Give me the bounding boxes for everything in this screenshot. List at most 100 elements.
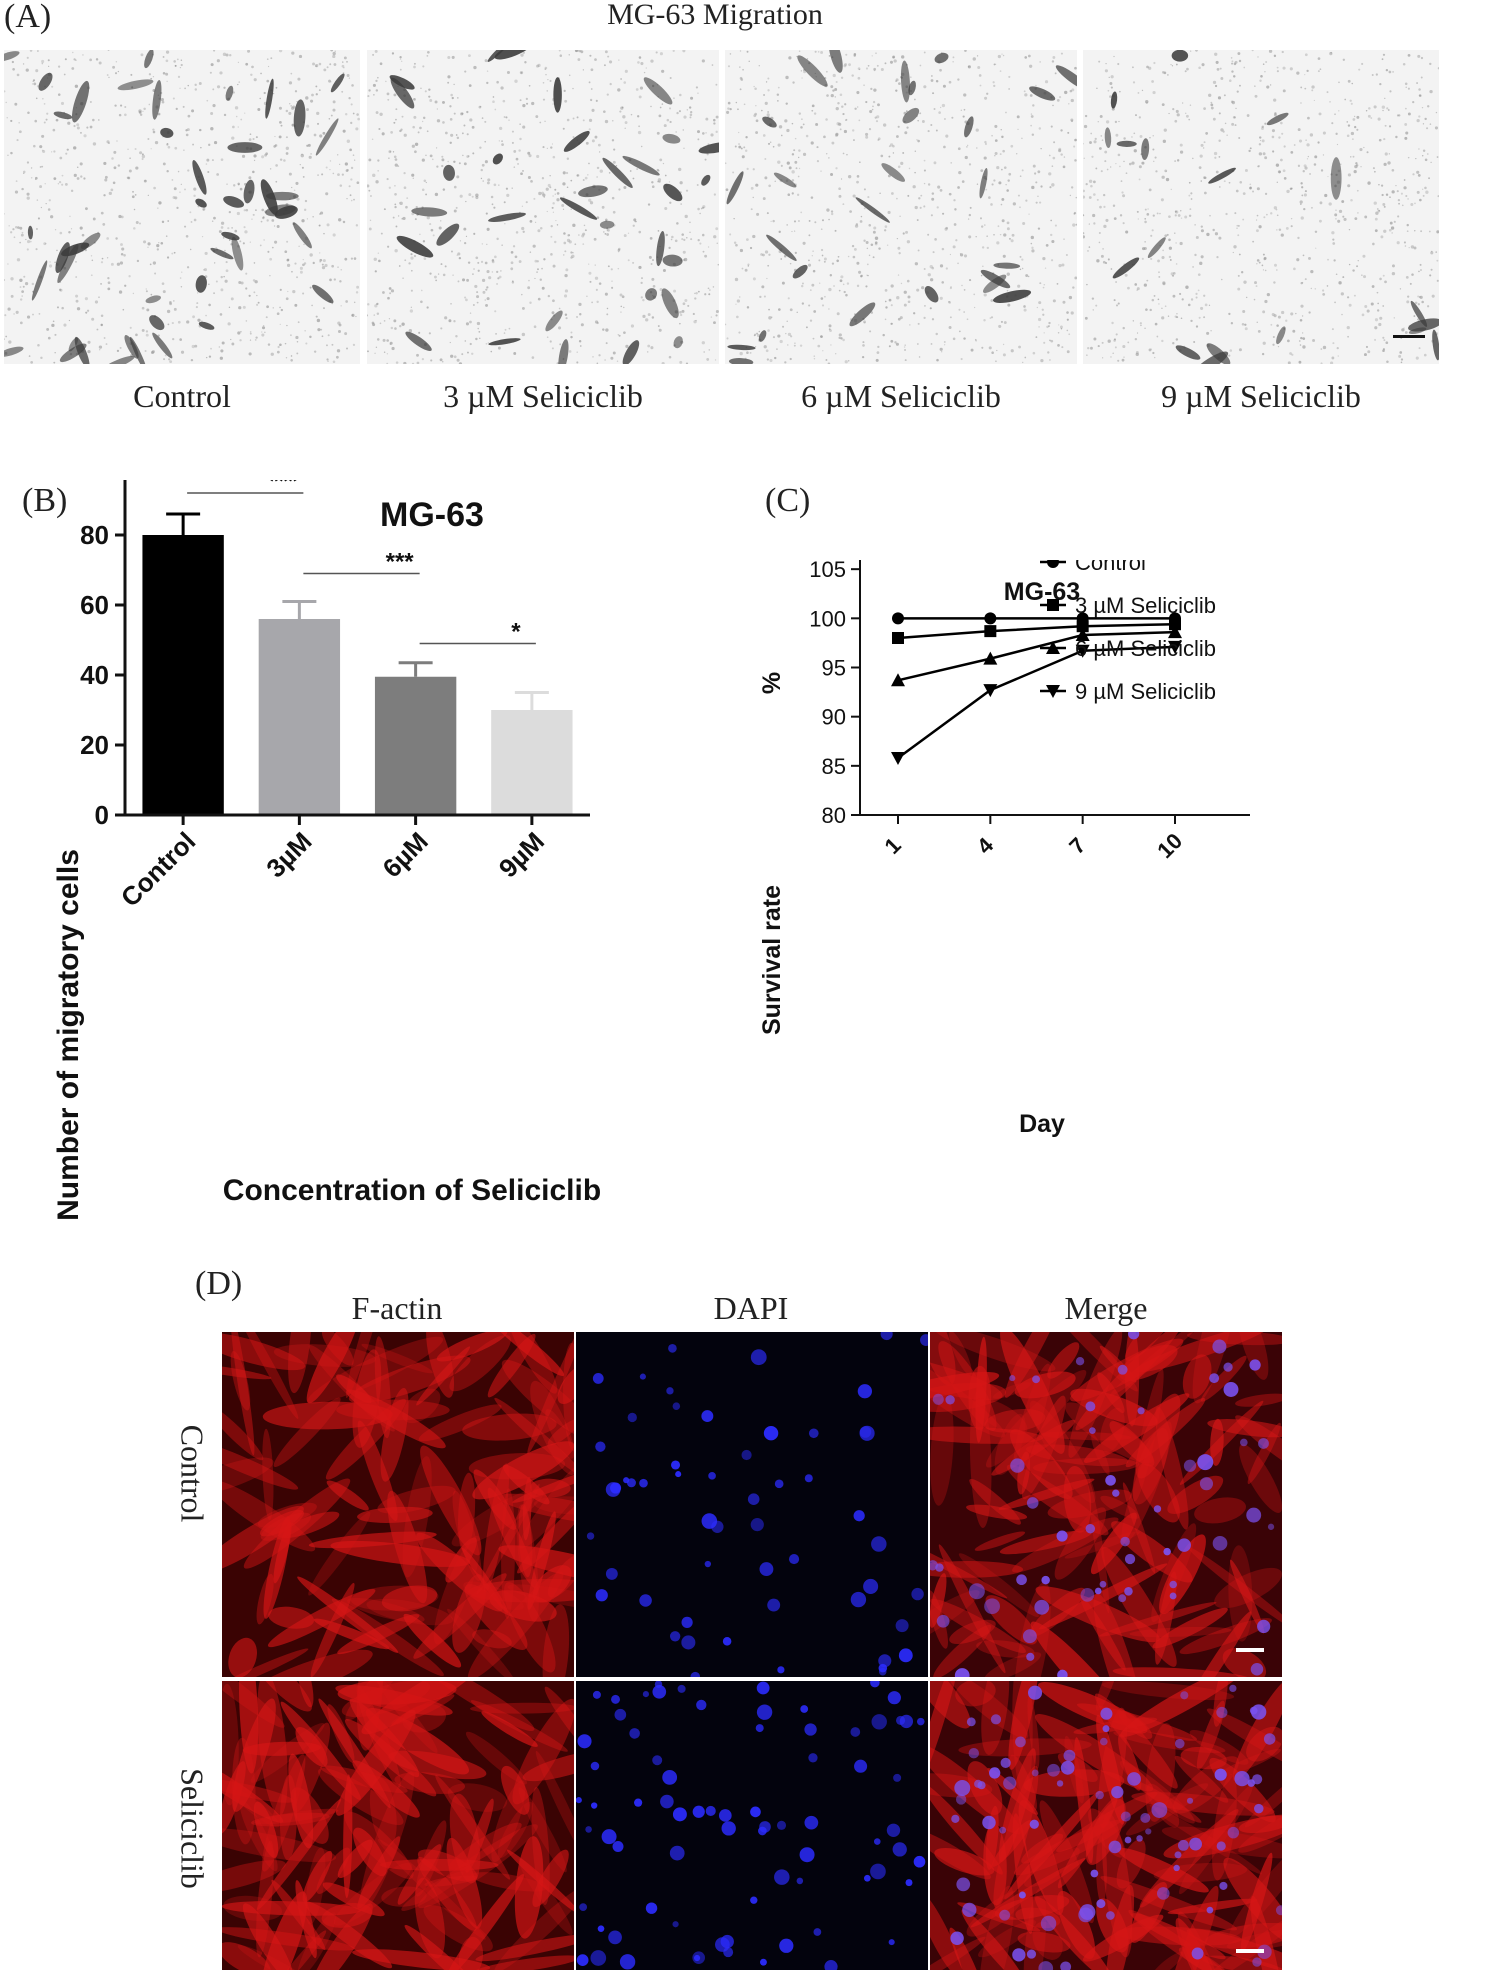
pore-dot [219,71,223,75]
pore-dot [674,239,678,243]
pore-dot [440,263,443,266]
pore-dot [311,93,314,97]
pore-dot [277,345,280,349]
actin-fiber [998,1748,1036,1863]
pore-dot [349,148,352,152]
pore-dot [131,195,135,199]
nucleus [888,1939,895,1946]
pore-dot [813,355,816,357]
pore-dot [1159,212,1161,215]
pore-dot [739,248,744,253]
pore-dot [456,254,458,256]
pore-dot [1404,82,1408,86]
pore-dot [1006,221,1010,225]
pore-dot [976,55,979,57]
pore-dot [1174,160,1177,162]
actin-fiber [1088,1481,1110,1614]
pore-dot [1363,146,1365,149]
nucleus [930,1560,938,1571]
pore-dot [733,241,737,244]
pore-dot [707,246,710,248]
pore-dot [581,234,585,238]
pore-dot [36,199,39,201]
pore-dot [1306,69,1309,73]
pore-dot [1042,257,1046,261]
pore-dot [545,73,547,76]
pore-dot [1180,210,1182,212]
pore-dot [476,321,481,326]
pore-dot [836,312,840,316]
pore-dot [219,313,223,316]
pore-dot [862,341,865,344]
x-tick-label: 6µM [377,826,434,883]
pore-dot [510,267,514,271]
pore-dot [1205,132,1209,135]
pore-dot [1424,158,1428,162]
pore-dot [453,112,456,115]
pore-dot [991,351,994,354]
nucleus [592,1690,601,1699]
pore-dot [1087,346,1090,350]
pore-dot [200,320,203,323]
pore-dot [141,328,145,332]
pore-dot [563,241,567,245]
pore-dot [1131,136,1133,138]
pore-dot [564,313,568,316]
pore-dot [1107,339,1111,343]
pore-dot [1072,223,1076,227]
pore-dot [866,263,869,266]
pore-dot [316,318,321,323]
pore-dot [473,65,477,70]
pore-dot [395,118,397,121]
pore-dot [1287,361,1291,364]
pore-dot [284,250,288,254]
pore-dot [661,362,665,364]
pore-dot [379,322,382,325]
pore-dot [456,175,460,179]
pore-dot [689,231,691,233]
pore-dot [299,163,301,166]
pore-dot [461,278,466,282]
pore-dot [107,281,111,285]
actin-fiber [998,1478,1095,1510]
pore-dot [944,227,948,231]
pore-dot [830,93,834,98]
pore-dot [982,265,984,267]
pore-dot [374,270,377,273]
pore-dot [1168,215,1171,218]
pore-dot [225,53,229,57]
pore-dot [800,211,803,214]
actin-fiber [222,1860,286,1894]
nucleus [1258,1438,1269,1449]
actin-fiber [457,1472,476,1553]
pore-dot [1188,194,1191,197]
pore-dot [177,320,181,324]
nucleus [1257,1619,1271,1634]
pore-dot [1074,276,1077,280]
pore-dot [1245,296,1248,299]
pore-dot [542,98,546,101]
pore-dot [218,346,221,348]
pore-dot [865,132,869,136]
pore-dot [1037,317,1042,322]
pore-dot [341,90,344,93]
pore-dot [858,270,862,274]
pore-dot [834,229,837,232]
pore-dot [1317,70,1320,73]
pore-dot [1317,57,1321,60]
pore-dot [317,328,321,332]
pore-dot [1389,90,1392,93]
pore-dot [458,362,463,364]
pore-dot [1271,135,1275,139]
migrated-cell [766,234,797,261]
pore-dot [19,278,23,283]
pore-dot [53,361,56,364]
pore-dot [774,180,776,182]
pore-dot [689,221,691,224]
pore-dot [618,334,621,337]
actin-fiber [930,1590,980,1651]
nucleus [1118,1594,1127,1603]
pore-dot [1289,352,1292,355]
pore-dot [1382,274,1385,277]
nucleus [1095,1790,1104,1800]
